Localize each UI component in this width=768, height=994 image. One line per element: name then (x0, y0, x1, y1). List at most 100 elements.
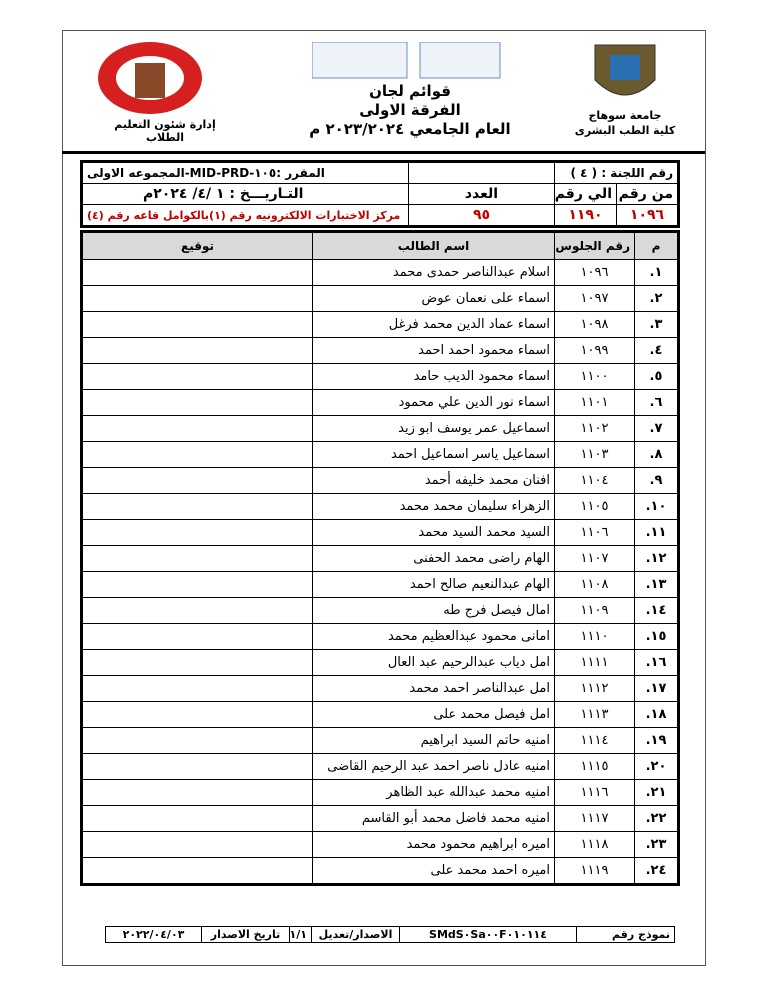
student-row: ١٢. ١١٠٧ الهام راضى محمد الحفنى (81, 545, 679, 572)
seat-number: ١٠٩٧ (554, 285, 635, 312)
seat-number: ١٠٩٦ (554, 259, 635, 286)
student-name: اسماء محمود احمد احمد (312, 337, 555, 364)
student-name: اسماعيل عمر يوسف ابو زيد (312, 415, 555, 442)
row-number: ٧. (634, 415, 679, 442)
seat-number: ١١٠٤ (554, 467, 635, 494)
student-row: ٨. ١١٠٣ اسماعيل ياسر اسماعيل احمد (81, 441, 679, 468)
signature-cell (81, 363, 313, 390)
signature-cell (81, 675, 313, 702)
row-number: ٩. (634, 467, 679, 494)
row-number: ٢٠. (634, 753, 679, 780)
department: إدارة شئون التعليم الطلاب (114, 118, 216, 144)
seat-number: ١١١٤ (554, 727, 635, 754)
seat-number: ١١١١ (554, 649, 635, 676)
row-number: ١٣. (634, 571, 679, 598)
column-header: م (634, 231, 679, 260)
student-row: ١٥. ١١١٠ امانى محمود عبدالعظيم محمد (81, 623, 679, 650)
student-name: اميره احمد محمد على (312, 857, 555, 885)
student-name: امل دياب عبدالرحيم عبد العال (312, 649, 555, 676)
row-number: ١١. (634, 519, 679, 546)
count: ٩٥ (407, 204, 555, 227)
row-number: ٣. (634, 311, 679, 338)
row-number: ٨. (634, 441, 679, 468)
seat-number: ١١١٢ (554, 675, 635, 702)
student-name: اسماء على نعمان عوض (312, 285, 555, 312)
seat-number: ١٠٩٨ (554, 311, 635, 338)
issue-date: ٢٠٢٢/٠٤/٠٣ (105, 926, 202, 943)
row-number: ١٨. (634, 701, 679, 728)
seat-number: ١١٠٧ (554, 545, 635, 572)
student-name: الهام عبدالنعيم صالح احمد (312, 571, 555, 598)
signature-cell (81, 389, 313, 416)
footer: نموذج رقم SMdS٠Sa٠٠F٠١٠١١٤ الاصدار/تعديل… (105, 926, 675, 943)
seat-number: ١١٠٩ (554, 597, 635, 624)
row-number: ٢. (634, 285, 679, 312)
title-line: قوائم لجان (369, 82, 451, 100)
column-header: توقيع (81, 231, 313, 260)
row-number: ٤. (634, 337, 679, 364)
student-row: ٩. ١١٠٤ افنان محمد خليفه أحمد (81, 467, 679, 494)
student-row: ٥. ١١٠٠ اسماء محمود الديب حامد (81, 363, 679, 390)
row-number: ١٩. (634, 727, 679, 754)
row-number: ١٥. (634, 623, 679, 650)
student-name: امنيه محمد عبدالله عبد الظاهر (312, 779, 555, 806)
from-number: ١٠٩٦ (616, 204, 679, 227)
student-row: ٢٢. ١١١٧ امنيه محمد فاضل محمد أبو القاسم (81, 805, 679, 832)
student-row: ٧. ١١٠٢ اسماعيل عمر يوسف ابو زيد (81, 415, 679, 442)
row-number: ٢٤. (634, 857, 679, 885)
university: جامعة سوهاج (588, 109, 662, 122)
signature-cell (81, 285, 313, 312)
faculty: كلية الطب البشرى (574, 124, 676, 137)
student-name: امنيه محمد فاضل محمد أبو القاسم (312, 805, 555, 832)
signature-cell (81, 649, 313, 676)
student-name: امل عبدالناصر احمد محمد (312, 675, 555, 702)
title-line: الفرقة الاولى (359, 101, 461, 119)
signature-cell (81, 415, 313, 442)
student-row: ١٨. ١١١٣ امل فيصل محمد على (81, 701, 679, 728)
student-row: ١. ١٠٩٦ اسلام عبدالناصر حمدى محمد (81, 259, 679, 286)
student-row: ١٦. ١١١١ امل دياب عبدالرحيم عبد العال (81, 649, 679, 676)
signature-cell (81, 857, 313, 885)
column-header: رقم الجلوس (554, 231, 635, 260)
signature-cell (81, 441, 313, 468)
student-name: اسماء محمود الديب حامد (312, 363, 555, 390)
student-name: اسماء عماد الدين محمد فرغل (312, 311, 555, 338)
row-number: ٥. (634, 363, 679, 390)
seat-number: ١١١٦ (554, 779, 635, 806)
seat-number: ١١١٣ (554, 701, 635, 728)
signature-cell (81, 311, 313, 338)
seat-number: ١١٠٣ (554, 441, 635, 468)
title-block: قوائم لجان الفرقة الاولى العام الجامعي ٢… (290, 82, 530, 139)
student-row: ٤. ١٠٩٩ اسماء محمود احمد احمد (81, 337, 679, 364)
student-row: ١٩. ١١١٤ امنيه حاتم السيد ابراهيم (81, 727, 679, 754)
to-label: الي رقم (553, 183, 618, 205)
student-name: امنيه حاتم السيد ابراهيم (312, 727, 555, 754)
row-number: ٢١. (634, 779, 679, 806)
header-rule (62, 151, 705, 154)
seat-number: ١١٠١ (554, 389, 635, 416)
university-block: جامعة سوهاج كلية الطب البشرى (570, 108, 680, 138)
title-line: العام الجامعي ٢٠٢٣/٢٠٢٤ م (309, 120, 511, 138)
seat-number: ١١٠٢ (554, 415, 635, 442)
left-logo (98, 42, 202, 114)
column-header: اسم الطالب (312, 231, 555, 260)
signature-cell (81, 597, 313, 624)
student-row: ٢٤. ١١١٩ اميره احمد محمد على (81, 857, 679, 885)
row-number: ١٠. (634, 493, 679, 520)
signature-cell (81, 831, 313, 858)
seat-number: ١١١٩ (554, 857, 635, 885)
signature-cell (81, 623, 313, 650)
seat-number: ١١٠٠ (554, 363, 635, 390)
count-label: العدد (407, 183, 555, 205)
seat-number: ١١١٧ (554, 805, 635, 832)
student-row: ٢. ١٠٩٧ اسماء على نعمان عوض (81, 285, 679, 312)
row-number: ١٢. (634, 545, 679, 572)
student-name: امل فيصل محمد على (312, 701, 555, 728)
student-name: اميره ابراهيم محمود محمد (312, 831, 555, 858)
student-row: ٢٣. ١١١٨ اميره ابراهيم محمود محمد (81, 831, 679, 858)
signature-cell (81, 805, 313, 832)
committee-info: رقم اللجنة : ( ٤ ) المقرر :١٠٥-MID-PRD-ال… (80, 160, 680, 228)
version: ١/١ (289, 926, 312, 943)
committee-label: رقم اللجنة : ( ٤ ) (553, 161, 680, 184)
signature-cell (81, 467, 313, 494)
